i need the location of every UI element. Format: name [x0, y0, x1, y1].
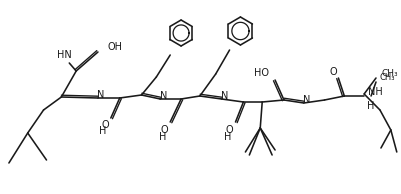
Text: N: N — [159, 91, 166, 101]
Text: O: O — [101, 120, 108, 130]
Text: CH₃: CH₃ — [379, 73, 395, 81]
Text: O: O — [225, 125, 233, 135]
Text: O: O — [160, 125, 168, 135]
Text: N: N — [221, 91, 228, 101]
Text: HO: HO — [253, 68, 269, 78]
Text: H: H — [99, 126, 106, 136]
Text: O: O — [329, 67, 336, 77]
Text: NH: NH — [367, 87, 382, 97]
Text: H: H — [223, 132, 231, 142]
Text: CH₃: CH₃ — [381, 69, 397, 79]
Text: OH: OH — [107, 42, 123, 52]
Text: H: H — [158, 132, 166, 142]
Text: N: N — [302, 95, 310, 105]
Text: HN: HN — [57, 50, 71, 60]
Text: H: H — [367, 101, 374, 111]
Text: N: N — [97, 90, 104, 100]
